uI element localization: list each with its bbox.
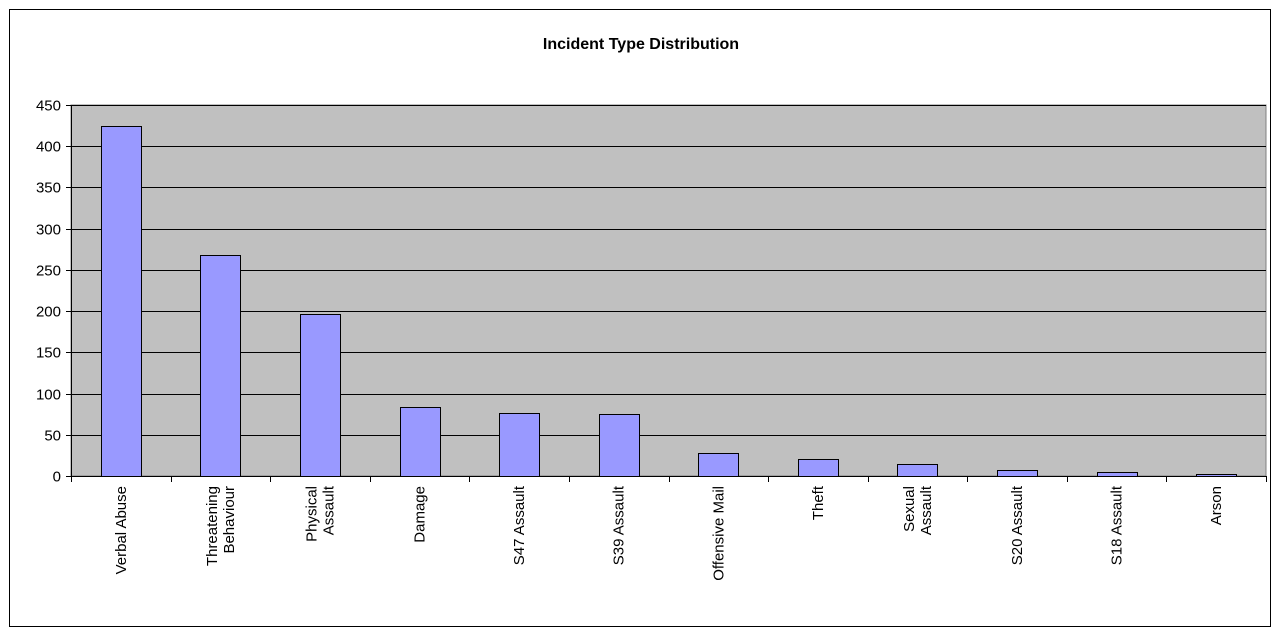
x-category-label: Assault [320,485,337,535]
bar [698,453,739,477]
y-tick-label: 0 [53,469,61,486]
bar [300,314,341,477]
bar [798,459,839,477]
bar [499,413,540,477]
x-category-label: Verbal Abuse [113,486,130,574]
y-tick-label: 450 [36,98,61,115]
x-category-label: Threatening [204,486,221,566]
x-category-label: Assault [918,485,935,535]
bar [897,464,938,477]
bar [997,470,1038,477]
plot-area [70,104,1267,477]
x-category-label: Behaviour [221,486,238,554]
x-category-label: Physical [303,486,320,542]
y-tick-label: 150 [36,345,61,362]
bar [1196,474,1237,477]
x-category-label: S20 Assault [1009,485,1026,565]
y-tick-label: 350 [36,180,61,197]
bar [400,407,441,477]
x-category-label: S18 Assault [1109,485,1126,565]
bar [1097,472,1138,477]
x-category-label: Damage [412,486,429,543]
x-category-label: S39 Assault [611,485,628,565]
bar [599,414,640,477]
y-tick-label: 50 [44,428,61,445]
bar [200,255,241,477]
chart-title: Incident Type Distribution [542,36,740,53]
x-category-label: Sexual [901,486,918,532]
bar [101,126,142,477]
y-tick-label: 100 [36,387,61,404]
x-category-label: Offensive Mail [710,486,727,581]
y-tick-label: 200 [36,304,61,321]
x-category-label: Arson [1208,486,1225,525]
x-category-label: S47 Assault [511,485,528,565]
y-tick-label: 300 [36,222,61,239]
y-tick-label: 250 [36,263,61,280]
x-category-label: Theft [810,485,827,520]
y-tick-label: 400 [36,139,61,156]
